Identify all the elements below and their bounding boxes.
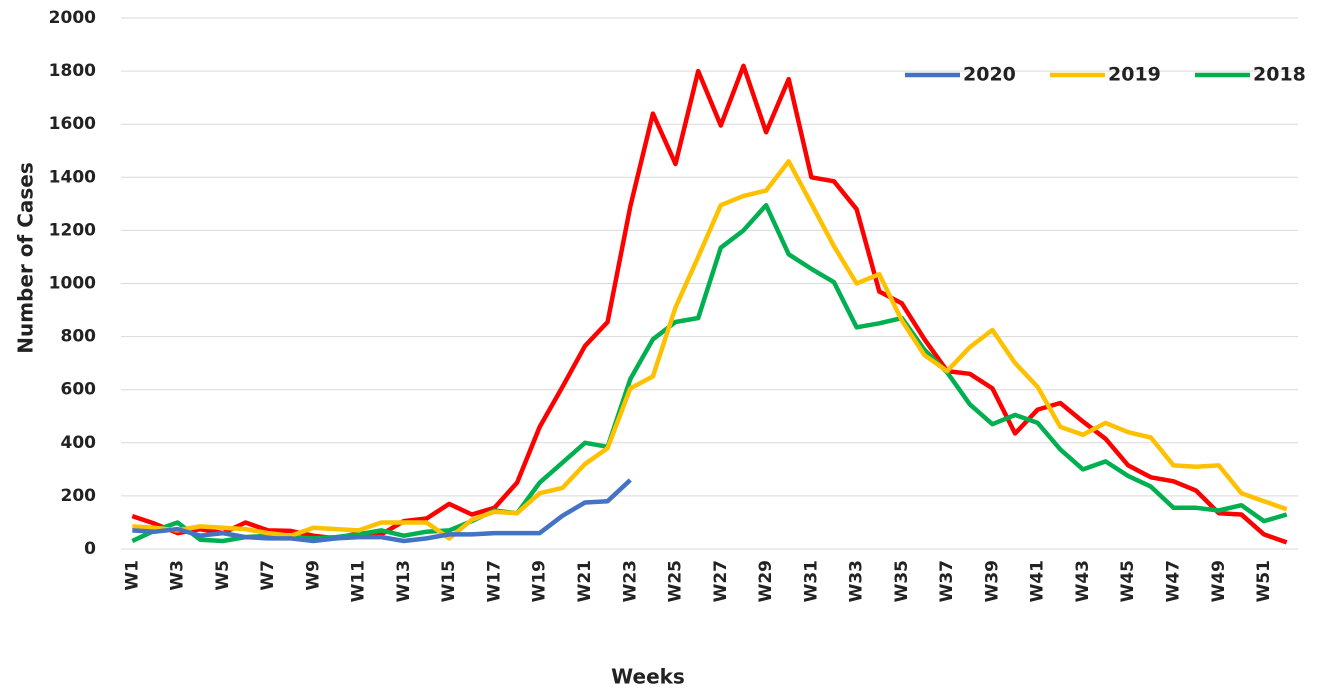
x-tick-label: W37 [937,560,957,602]
series-line [132,478,632,544]
y-tick-label: 1800 [49,61,96,81]
x-tick-label: W7 [258,560,278,591]
x-tick-label: W49 [1209,560,1229,602]
x-tick-label: W15 [439,560,459,602]
y-tick-label: 800 [61,327,97,347]
x-tick-label: W19 [530,560,550,602]
legend-label: 2018 [1253,64,1306,86]
y-tick-label: 2000 [49,8,96,28]
y-axis-title: Number of Cases [14,162,38,353]
series-line [132,159,1288,541]
y-tick-label: 1200 [49,220,96,240]
y-tick-label: 200 [61,486,97,506]
x-tick-label: W11 [349,560,369,602]
y-tick-label: 600 [61,380,97,400]
legend-label: 2020 [963,64,1016,86]
x-tick-label: W51 [1254,560,1274,602]
x-tick-label: W47 [1164,560,1184,602]
series-line [131,202,1288,544]
x-tick-label: W45 [1118,560,1138,602]
x-tick-label: W31 [801,560,821,602]
y-tick-label: 1400 [49,167,96,187]
series-line [131,63,1288,545]
x-tick-label: W9 [303,560,323,591]
y-tick-label: 1000 [49,274,96,294]
x-tick-label: W41 [1028,560,1048,602]
x-tick-label: W43 [1073,560,1093,602]
x-tick-label: W13 [394,560,414,602]
x-tick-label: W35 [892,560,912,602]
x-tick-label: W29 [756,560,776,602]
x-tick-label: W17 [484,560,504,602]
x-tick-label: W33 [847,560,867,602]
legend-label: 2019 [1108,64,1161,86]
x-tick-label: W27 [711,560,731,602]
x-tick-label: W25 [666,560,686,602]
x-tick-label: W3 [168,560,188,591]
y-tick-label: 0 [84,539,96,559]
x-tick-label: W5 [213,560,233,591]
y-tick-label: 400 [61,433,97,453]
x-tick-label: W39 [982,560,1002,602]
x-tick-label: W23 [620,560,640,602]
y-tick-label: 1600 [49,114,96,134]
x-tick-label: W21 [575,560,595,602]
x-axis-title: Weeks [611,665,685,689]
x-tick-label: W1 [122,560,142,591]
